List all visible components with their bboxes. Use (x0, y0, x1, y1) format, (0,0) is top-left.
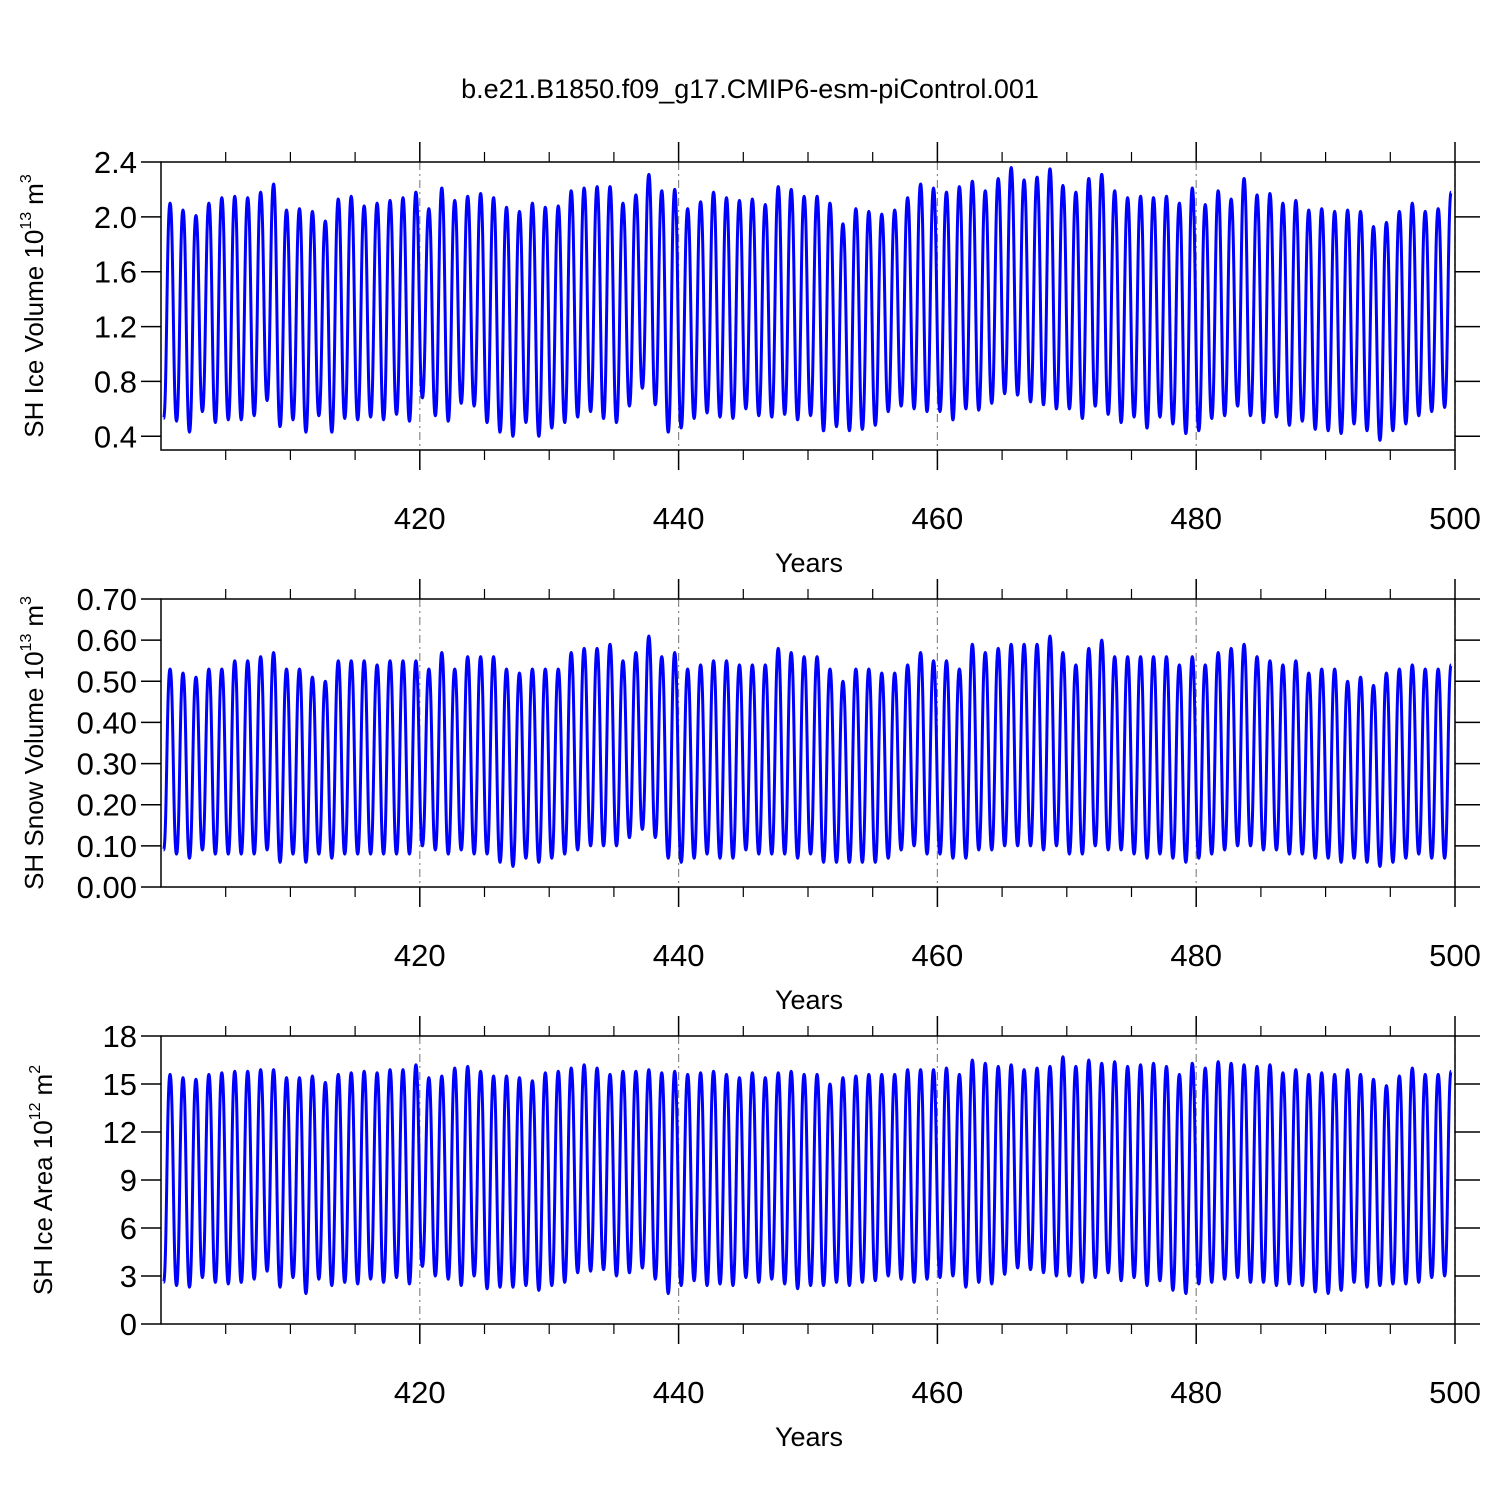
y-tick-label: 6 (120, 1211, 137, 1246)
y-axis-label-unit: m (19, 605, 49, 627)
y-axis-label-exponent: 12 (27, 1102, 44, 1120)
y-axis-label-unit-exponent: 2 (27, 1065, 44, 1074)
chart-title: b.e21.B1850.f09_g17.CMIP6-esm-piControl.… (461, 74, 1039, 104)
y-axis-label-unit: m (19, 183, 49, 205)
x-tick-label: 460 (912, 938, 964, 973)
y-tick-label: 0.50 (77, 664, 137, 699)
y-axis-label: SH Ice Area 1012 m2 (27, 1065, 58, 1295)
data-line (162, 634, 1453, 868)
y-axis-label: SH Snow Volume 1013 m3 (18, 596, 49, 890)
y-tick-label: 1.6 (94, 255, 137, 290)
y-tick-label: 0.8 (94, 364, 137, 399)
x-tick-label: 420 (394, 1375, 446, 1410)
y-tick-label: 0.30 (77, 747, 137, 782)
y-tick-label: 2.0 (94, 200, 137, 235)
y-tick-label: 0.10 (77, 829, 137, 864)
y-tick-label: 0.4 (94, 419, 137, 454)
x-tick-label: 440 (653, 501, 705, 536)
y-axis-label-text: SH Ice Volume 10 (19, 230, 49, 438)
x-axis-label: Years (775, 985, 843, 1015)
y-tick-label: 15 (103, 1067, 137, 1102)
y-tick-label: 12 (103, 1115, 137, 1150)
x-tick-label: 480 (1170, 501, 1222, 536)
y-tick-label: 0.20 (77, 788, 137, 823)
y-axis-label-exponent: 13 (18, 212, 35, 230)
x-tick-label: 480 (1170, 1375, 1222, 1410)
y-axis-label-unit-exponent: 3 (18, 596, 35, 605)
y-tick-label: 9 (120, 1163, 137, 1198)
y-axis-label-unit: m (28, 1074, 58, 1096)
y-tick-label: 18 (103, 1019, 137, 1054)
x-tick-label: 440 (653, 1375, 705, 1410)
x-axis-label: Years (775, 1422, 843, 1452)
x-tick-label: 500 (1429, 938, 1481, 973)
data-line (162, 1055, 1453, 1296)
y-tick-label: 1.2 (94, 310, 137, 345)
y-axis-label-exponent: 13 (18, 634, 35, 652)
x-tick-label: 420 (394, 501, 446, 536)
y-tick-label: 3 (120, 1259, 137, 1294)
x-axis-label: Years (775, 548, 843, 578)
x-tick-label: 480 (1170, 938, 1222, 973)
y-axis-label-text: SH Snow Volume 10 (19, 651, 49, 889)
x-tick-label: 500 (1429, 1375, 1481, 1410)
y-tick-label: 0 (120, 1307, 137, 1342)
y-axis-label: SH Ice Volume 1013 m3 (18, 174, 49, 438)
x-tick-label: 460 (912, 1375, 964, 1410)
y-tick-label: 0.40 (77, 705, 137, 740)
y-tick-label: 2.4 (94, 145, 137, 180)
data-line (162, 165, 1453, 442)
y-tick-label: 0.70 (77, 582, 137, 617)
y-axis-label-text: SH Ice Area 10 (28, 1120, 58, 1295)
x-tick-label: 440 (653, 938, 705, 973)
y-axis-label-unit-exponent: 3 (18, 174, 35, 183)
x-tick-label: 420 (394, 938, 446, 973)
x-tick-label: 500 (1429, 501, 1481, 536)
x-tick-label: 460 (912, 501, 964, 536)
y-tick-label: 0.60 (77, 623, 137, 658)
y-tick-label: 0.00 (77, 870, 137, 905)
